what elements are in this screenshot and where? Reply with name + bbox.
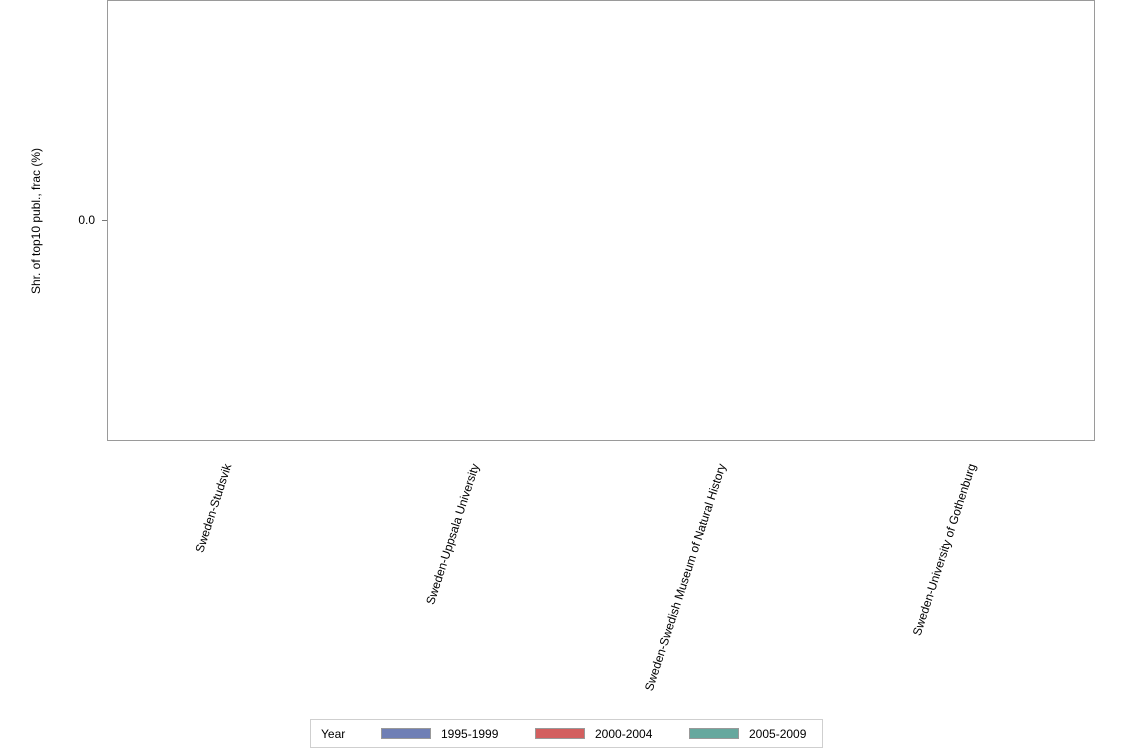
legend-title: Year <box>321 727 346 741</box>
plot-area <box>107 0 1095 441</box>
x-category-label: Sweden-Studsvik <box>192 461 235 555</box>
legend-label: 2000-2004 <box>595 727 653 741</box>
legend-swatch <box>689 728 739 739</box>
x-category-label: Sweden-University of Gothenburg <box>909 461 979 638</box>
y-tick-label: 0.0 <box>78 213 95 227</box>
x-category-label: Sweden-Swedish Museum of Natural History <box>641 461 729 693</box>
y-tick-mark <box>102 220 107 221</box>
x-category-label: Sweden-Uppsala University <box>422 461 482 607</box>
legend-label: 2005-2009 <box>749 727 807 741</box>
legend: Year 1995-1999 2000-2004 2005-2009 <box>310 719 823 748</box>
legend-swatch <box>535 728 585 739</box>
legend-swatch <box>381 728 431 739</box>
y-axis-title: Shr. of top10 publ., frac (%) <box>29 147 43 295</box>
legend-label: 1995-1999 <box>441 727 499 741</box>
